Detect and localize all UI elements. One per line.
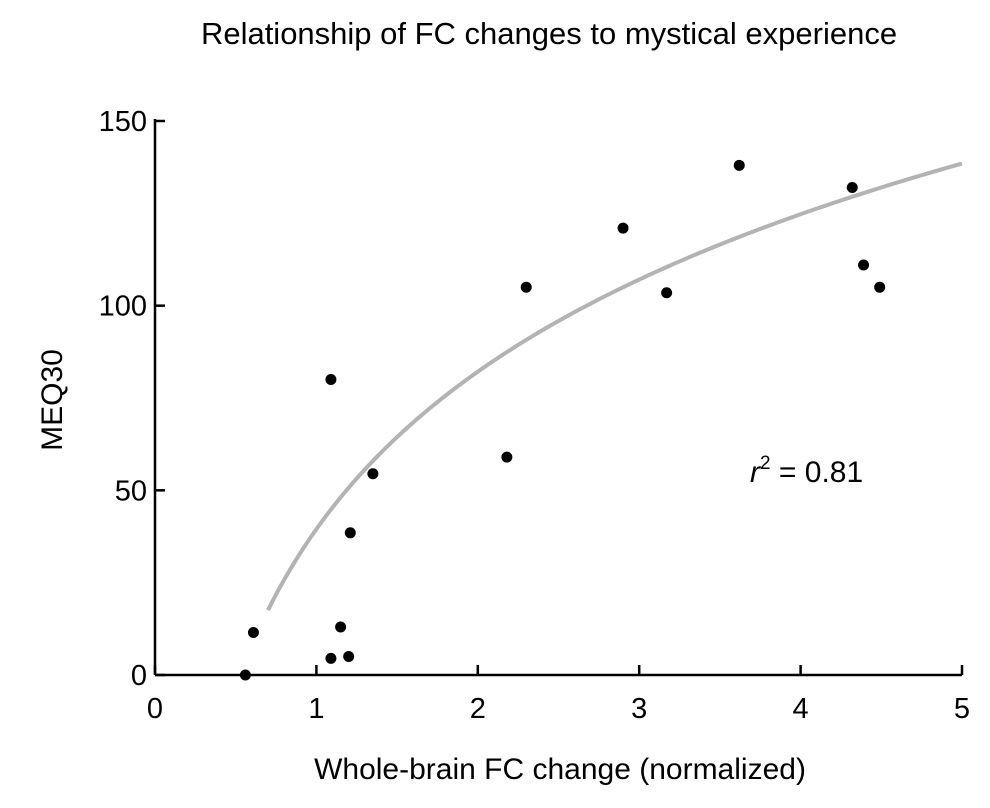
data-point [874,281,886,293]
data-point [733,159,745,171]
x-tick-label: 1 [308,693,324,725]
data-point [335,621,347,633]
data-point [344,527,356,539]
data-point [325,374,337,386]
r-squared-annotation: r2 = 0.81 [750,453,863,489]
x-tick-label: 3 [631,693,647,725]
data-points [239,159,886,681]
y-tick-label: 0 [131,660,147,692]
x-tick-label: 0 [147,693,163,725]
r-value: = 0.81 [771,456,864,489]
x-axis-label: Whole-brain FC change (normalized) [314,753,806,786]
data-point [617,222,629,234]
y-tick-label: 150 [99,106,147,138]
data-point [661,287,673,299]
data-point [343,651,355,663]
data-point [247,627,259,639]
r-symbol: r [750,456,761,489]
y-axis-ticks: 0 50 100 150 [99,106,165,692]
fit-curve [266,161,963,612]
data-point [858,259,870,271]
y-axis-label: MEQ30 [36,349,69,451]
x-tick-label: 2 [470,693,486,725]
y-tick-label: 100 [99,291,147,323]
data-point [367,468,379,480]
data-point [846,181,858,193]
r-superscript: 2 [760,453,771,474]
y-tick-label: 50 [115,475,147,507]
x-tick-label: 5 [954,693,970,725]
chart-title: Relationship of FC changes to mystical e… [201,16,897,51]
data-point [325,652,337,664]
x-tick-label: 4 [793,693,809,725]
data-point [501,451,513,463]
x-axis-ticks: 0 1 2 3 4 5 [147,665,970,725]
data-point [520,281,532,293]
